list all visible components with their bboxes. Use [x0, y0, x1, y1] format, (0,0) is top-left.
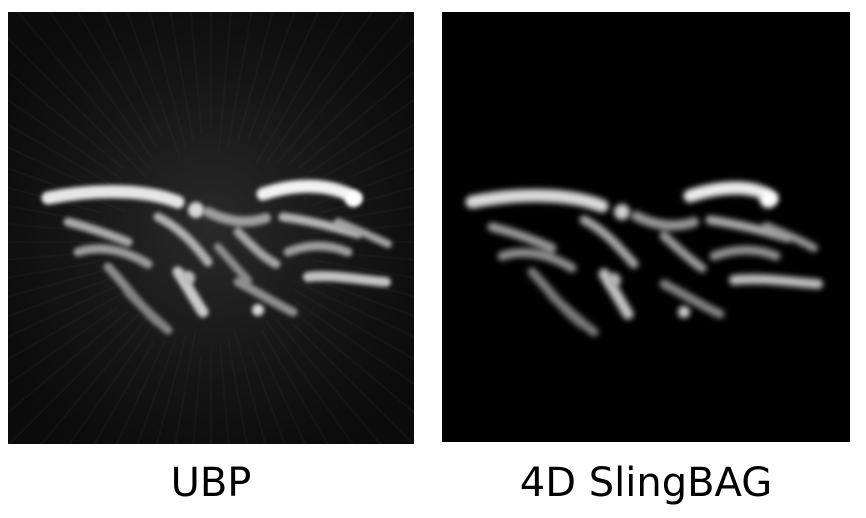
streak-artifact: [8, 223, 110, 234]
streak-artifact: [292, 279, 414, 338]
streak-artifact: [293, 289, 414, 360]
ubp-reconstruction-image: [8, 12, 414, 444]
streak-artifact: [68, 315, 160, 444]
streak-artifact: [227, 12, 253, 148]
streak-artifact: [287, 38, 414, 166]
streak-artifact: [218, 12, 232, 153]
streak-artifact: [233, 328, 266, 444]
streak-artifact: [148, 12, 187, 150]
streak-artifact: [8, 311, 129, 413]
streak-artifact: [8, 146, 125, 202]
streak-artifact: [8, 261, 99, 279]
streak-artifact: [8, 71, 124, 170]
streak-artifact: [8, 187, 102, 213]
streak-artifact: [258, 12, 319, 139]
streak-artifact: [293, 311, 414, 413]
slingbag-caption: 4D SlingBAG: [519, 460, 773, 506]
streak-artifact: [8, 276, 116, 317]
streak-artifact: [265, 12, 373, 164]
streak-artifact: [265, 320, 354, 444]
streak-artifact: [219, 343, 230, 444]
streak-artifact: [294, 300, 414, 385]
streak-artifact: [249, 348, 286, 444]
streak-artifact: [227, 336, 248, 444]
streak-artifact: [8, 124, 123, 192]
streak-artifact: [77, 12, 158, 149]
streak-artifact: [49, 12, 153, 159]
streak-artifact: [116, 339, 166, 444]
streak-artifact: [261, 330, 329, 444]
streak-artifact: [192, 355, 202, 444]
slingbag-reconstruction-image: [442, 12, 850, 442]
streak-artifact: [291, 322, 414, 444]
streak-artifact: [156, 334, 187, 444]
streak-artifact: [126, 12, 181, 158]
streak-artifact: [247, 12, 296, 141]
streak-artifact: [276, 12, 405, 165]
streak-artifact: [255, 12, 345, 165]
streak-artifact: [169, 12, 194, 142]
slingbag-reconstruction-graphic: [442, 12, 850, 442]
streak-artifact: [8, 38, 148, 179]
streak-artifact: [174, 330, 196, 444]
streak-artifact: [311, 259, 414, 279]
streak-artifact: [93, 340, 155, 444]
ubp-reconstruction-graphic: [8, 12, 414, 444]
streak-artifact: [190, 12, 203, 135]
streak-artifact: [284, 99, 414, 191]
streak-artifact: [136, 337, 177, 444]
streak-artifact: [8, 269, 107, 297]
streak-artifact: [103, 12, 164, 139]
streak-artifact: [317, 280, 414, 317]
streak-artifact: [8, 306, 118, 385]
streak-artifact: [8, 99, 123, 181]
streak-artifact: [17, 12, 150, 169]
streak-artifact: [236, 12, 274, 144]
ubp-caption: UBP: [170, 460, 252, 506]
streak-artifact: [8, 282, 125, 338]
streak-artifact: [8, 313, 140, 444]
streak-artifact: [293, 124, 414, 195]
streak-artifact: [256, 339, 306, 444]
streak-artifact: [8, 286, 134, 360]
streak-artifact: [268, 310, 382, 444]
streak-artifact: [8, 205, 105, 224]
streak-artifact: [298, 71, 414, 170]
streak-artifact: [40, 315, 150, 444]
